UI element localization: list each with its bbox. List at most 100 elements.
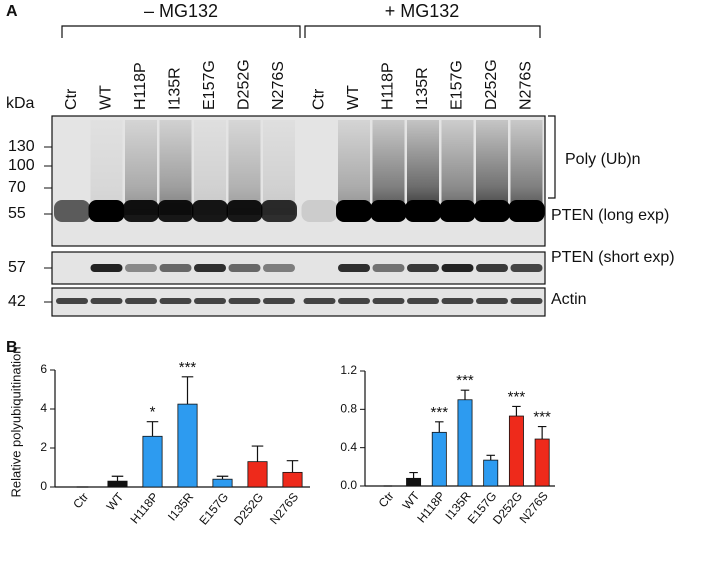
y-tick-label: 0.0	[340, 478, 357, 492]
pten-band	[405, 200, 441, 222]
lane-label: WT	[98, 85, 115, 110]
ub-smear	[476, 120, 508, 215]
actin-band	[263, 298, 295, 304]
y-axis-label: Relative polyubiquitination	[8, 346, 23, 497]
error-bar	[251, 445, 264, 462]
error-bar	[181, 376, 194, 405]
pten-band	[439, 200, 476, 222]
lane-label: E157G	[449, 60, 466, 110]
ub-smear	[338, 120, 370, 215]
pten-band	[301, 200, 338, 222]
lane-label: N276S	[270, 61, 287, 110]
pten-band	[194, 264, 226, 272]
actin-band	[159, 298, 192, 304]
lane-label: H118P	[132, 62, 149, 110]
actin-band	[125, 298, 157, 304]
y-tick-label: 0	[40, 479, 47, 493]
error-bar	[146, 421, 159, 437]
blot-label: PTEN (long exp)	[551, 207, 669, 224]
marker-label: 70	[8, 179, 26, 196]
actin-band	[90, 298, 123, 304]
pten-band	[228, 264, 261, 272]
panel-label: A	[6, 3, 18, 20]
significance: ***	[179, 359, 197, 376]
lane-label: Ctr	[63, 88, 80, 110]
bracket	[548, 115, 556, 199]
ub-smear	[159, 120, 192, 215]
lane-label: Ctr	[311, 88, 328, 110]
x-tick-label: H118P	[127, 490, 161, 526]
error-bar	[409, 471, 418, 479]
pten-band	[90, 264, 123, 272]
pten-band	[125, 264, 157, 272]
ub-smear	[372, 120, 405, 215]
ub-smear	[90, 120, 123, 215]
x-tick-label: Ctr	[70, 490, 91, 511]
pten-band	[508, 200, 545, 222]
bar	[431, 431, 447, 487]
error-bar	[435, 421, 444, 433]
panel-label: B	[6, 339, 18, 356]
lane-label: N276S	[518, 61, 535, 110]
pten-band	[159, 264, 192, 272]
x-tick-label: WT	[104, 489, 127, 513]
pten-band	[261, 200, 297, 222]
error-bar	[537, 425, 547, 440]
lane-label: D252G	[236, 59, 253, 110]
pten-band	[407, 264, 439, 272]
pten-band	[370, 200, 407, 222]
x-tick-label: N276S	[267, 490, 301, 527]
marker-unit: kDa	[6, 95, 35, 112]
x-tick-label: H118P	[414, 489, 448, 525]
lane-label: E157G	[201, 60, 218, 110]
pten-band	[474, 200, 510, 222]
ub-smear	[228, 120, 261, 215]
ub-smear	[194, 120, 226, 215]
lane-label: I135R	[414, 67, 431, 110]
group-label: + MG132	[385, 1, 460, 21]
pten-band	[157, 200, 194, 222]
bar	[107, 480, 128, 488]
actin-band	[56, 298, 88, 304]
bar	[212, 478, 233, 488]
actin-band	[407, 298, 439, 304]
pten-band	[476, 264, 508, 272]
pten-band	[338, 264, 370, 272]
pten-band	[263, 264, 295, 272]
pten-band	[226, 200, 263, 222]
group-label: – MG132	[144, 1, 218, 21]
ub-smear	[510, 120, 543, 215]
actin-band	[303, 298, 336, 304]
group-bracket	[61, 25, 301, 38]
lane-label: I135R	[167, 67, 184, 110]
actin-band	[476, 298, 508, 304]
pten-band	[123, 200, 159, 222]
x-tick-label: I135R	[165, 490, 197, 524]
actin-band	[441, 298, 474, 304]
x-tick-label: E157G	[196, 490, 231, 528]
pten-band	[192, 200, 228, 222]
significance: ***	[431, 404, 449, 421]
error-bar	[486, 454, 495, 461]
marker-label: 100	[8, 157, 35, 174]
ub-smear	[407, 120, 439, 215]
ub-smear	[441, 120, 474, 215]
bar	[406, 477, 422, 487]
error-bar	[216, 475, 229, 480]
bar	[142, 435, 163, 488]
y-tick-label: 0.4	[340, 440, 357, 454]
marker-label: 55	[8, 205, 26, 222]
x-tick-label: D252G	[231, 490, 266, 528]
significance: ***	[508, 388, 526, 405]
significance: ***	[533, 409, 551, 426]
error-bar	[460, 389, 470, 400]
y-tick-label: 6	[40, 362, 47, 376]
actin-band	[228, 298, 261, 304]
actin-band	[510, 298, 543, 304]
bar	[177, 403, 198, 488]
y-tick-label: 0.8	[340, 402, 357, 416]
marker-label: 57	[8, 259, 26, 276]
significance: ***	[456, 372, 474, 389]
